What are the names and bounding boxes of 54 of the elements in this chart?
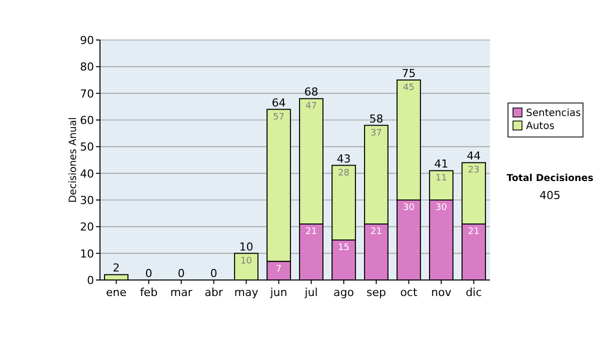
x-tick-label: mar — [170, 286, 193, 299]
text: 405 — [540, 189, 560, 202]
x-tick-label: sep — [366, 286, 386, 299]
total-label: 75 — [402, 67, 416, 80]
data-label: 28 — [338, 168, 350, 178]
y-tick-label: 70 — [80, 87, 94, 100]
x-tick-label: may — [234, 286, 259, 299]
total-label: 58 — [369, 112, 384, 126]
y-tick-label: 30 — [80, 194, 94, 207]
y-tick-label: 80 — [80, 60, 94, 74]
total-label: 0 — [210, 267, 218, 280]
data-label: 45 — [403, 83, 414, 93]
x-tick-label: abr — [204, 286, 224, 299]
x-tick-label: nov — [431, 286, 452, 299]
total-label: 10 — [239, 240, 254, 254]
x-tick-label: ago — [334, 286, 354, 299]
text: Total Decisiones — [506, 173, 594, 184]
legend-label: Sentencias — [526, 108, 581, 119]
y-tick-label: 0 — [87, 274, 94, 287]
total-label: 2 — [112, 262, 120, 275]
data-label: 47 — [306, 102, 317, 112]
x-tick-label: jul — [304, 286, 318, 299]
x-tick-label: feb — [140, 286, 158, 299]
data-label: 21 — [370, 227, 382, 237]
x-tick-label: jun — [269, 286, 288, 299]
data-label: 23 — [468, 166, 480, 176]
data-label: 7 — [276, 264, 282, 274]
total-label: 64 — [272, 96, 286, 110]
total-label: 0 — [145, 267, 152, 280]
x-tick-label: dic — [466, 286, 482, 299]
y-tick-label: 40 — [80, 167, 94, 180]
data-label: 30 — [403, 203, 415, 213]
total-label: 0 — [178, 267, 185, 280]
y-axis-title: Decisiones Anual — [68, 117, 79, 203]
data-label: 10 — [240, 256, 252, 266]
y-tick-label: 60 — [80, 114, 94, 127]
data-label: 37 — [370, 128, 382, 138]
y-tick-label: 20 — [80, 220, 94, 234]
y-tick-label: 50 — [80, 140, 94, 154]
x-tick-label: oct — [400, 286, 418, 299]
total-label: 43 — [336, 152, 351, 166]
data-label: 21 — [468, 227, 480, 237]
y-tick-label: 90 — [80, 34, 94, 47]
data-label: 15 — [338, 243, 350, 253]
legend-label: Autos — [526, 121, 554, 132]
data-label: 21 — [306, 227, 317, 237]
x-tick-label: ene — [106, 286, 127, 299]
y-tick-label: 10 — [80, 247, 94, 260]
data-label: 11 — [436, 174, 447, 184]
total-label: 41 — [434, 158, 448, 171]
total-label: 68 — [304, 86, 318, 99]
data-label: 57 — [273, 112, 284, 122]
data-label: 30 — [436, 203, 448, 213]
total-label: 44 — [466, 150, 481, 163]
